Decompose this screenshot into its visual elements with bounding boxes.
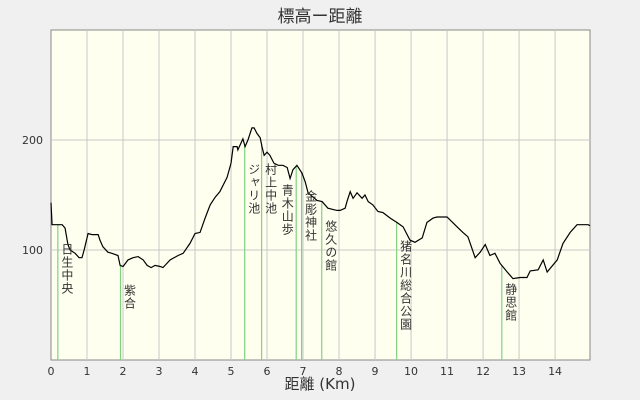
x-tick-label: 7 xyxy=(300,365,307,378)
x-tick-label: 4 xyxy=(192,365,199,378)
landmark-label: 村上中池 xyxy=(263,162,278,215)
x-tick-label: 8 xyxy=(336,365,343,378)
x-tick-label: 10 xyxy=(404,365,418,378)
landmark-label: 静思館 xyxy=(503,283,518,323)
landmarks xyxy=(57,144,503,360)
x-tick-label: 3 xyxy=(156,365,163,378)
x-tick-label: 1 xyxy=(84,365,91,378)
landmark-label: 猪名川総合公園 xyxy=(398,240,413,332)
landmark-label: ジャリ池 xyxy=(246,163,261,216)
x-tick-label: 0 xyxy=(48,365,55,378)
x-tick-label: 12 xyxy=(476,365,490,378)
landmark-label: 日生中央 xyxy=(59,242,74,295)
landmark-label: 金彫神社 xyxy=(303,190,318,243)
landmark-label: 青木山歩 xyxy=(280,184,295,237)
x-tick-label: 11 xyxy=(440,365,454,378)
x-tick-label: 6 xyxy=(264,365,271,378)
y-tick-label: 200 xyxy=(22,134,43,147)
y-tick-label: 100 xyxy=(22,244,43,257)
landmark-label: 悠久の館 xyxy=(323,219,338,272)
x-tick-label: 2 xyxy=(120,365,127,378)
landmark-label: 紫合 xyxy=(122,283,137,310)
chart-title: 標高ー距離 xyxy=(278,7,363,27)
elevation-line xyxy=(50,127,591,280)
x-tick-label: 14 xyxy=(548,365,562,378)
grid xyxy=(51,30,590,360)
x-tick-label: 9 xyxy=(372,365,379,378)
x-tick-label: 13 xyxy=(512,365,526,378)
x-axis-label: 距離 (Km) xyxy=(285,375,356,393)
plot-area xyxy=(50,29,591,361)
x-tick-label: 5 xyxy=(228,365,235,378)
